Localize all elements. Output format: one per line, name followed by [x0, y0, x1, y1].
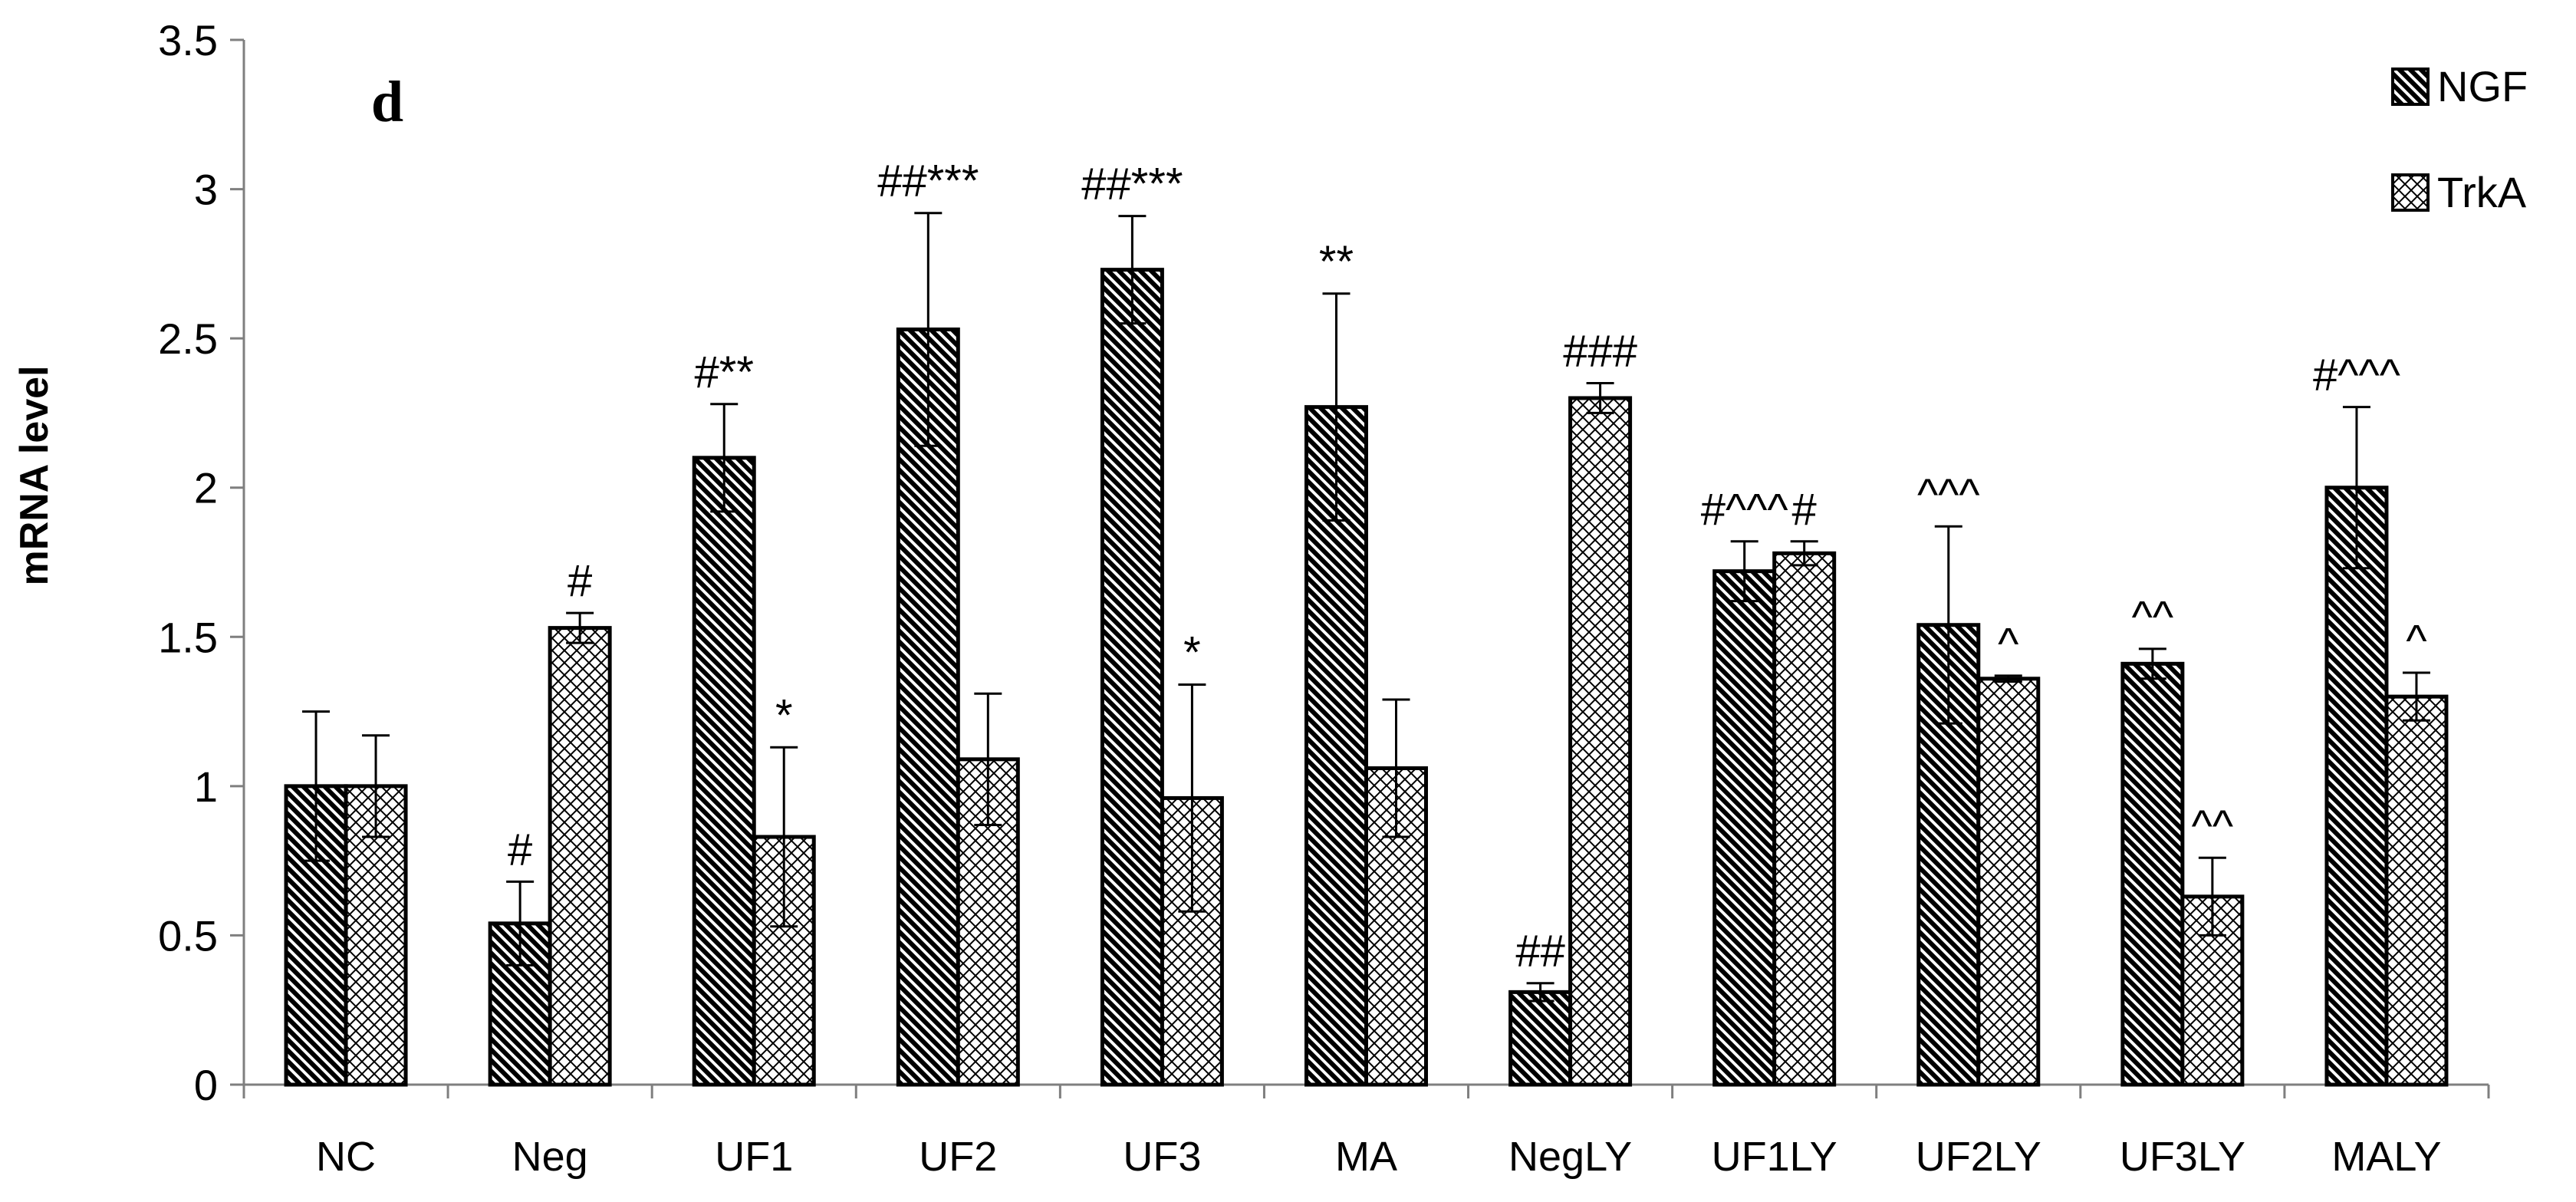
bar-trka	[1772, 551, 1837, 1087]
legend-swatch-ngf	[2391, 68, 2430, 106]
significance-label: ##***	[1081, 160, 1183, 209]
y-tick-label: 0	[194, 1061, 218, 1109]
panel-label: d	[371, 70, 403, 134]
significance-label: ^^	[2192, 801, 2233, 851]
y-tick-label: 1	[194, 762, 218, 811]
y-tick-label: 2.5	[158, 314, 218, 363]
y-tick-label: 3	[194, 166, 218, 214]
bar-trka	[548, 626, 612, 1087]
bar-trka	[1568, 396, 1633, 1087]
legend-label-ngf: NGF	[2437, 62, 2528, 110]
y-tick-label: 0.5	[158, 911, 218, 960]
significance-label: ^^	[2132, 592, 2173, 642]
bar-ngf	[2324, 486, 2389, 1087]
x-tick-label: MALY	[2331, 1134, 2441, 1180]
bar-ngf	[1712, 569, 1777, 1087]
x-tick-label: NC	[316, 1134, 376, 1180]
significance-label: *	[1183, 628, 1201, 678]
bar-ngf	[896, 327, 960, 1087]
x-tick-label: UF3LY	[2120, 1134, 2245, 1180]
x-tick-label: UF1LY	[1712, 1134, 1837, 1180]
y-tick-label: 2	[194, 464, 218, 512]
x-tick-label: NegLY	[1508, 1134, 1632, 1180]
y-axis-label: mRNA level	[12, 365, 57, 585]
significance-label: #	[568, 556, 592, 606]
significance-label: ^^^	[1917, 469, 1980, 519]
x-tick-label: Neg	[512, 1134, 588, 1180]
bar-ngf	[1508, 990, 1573, 1087]
bars-group	[284, 268, 2449, 1087]
significance-label: ^	[1998, 619, 2018, 669]
significance-label: #	[508, 825, 532, 874]
significance-label: ##	[1515, 927, 1565, 976]
bar-trka	[2384, 694, 2449, 1087]
significance-label: #**	[695, 347, 754, 397]
x-tick-label: UF3	[1123, 1134, 1201, 1180]
significance-label: #^^^	[1701, 485, 1788, 535]
y-axis: 0 0.5 1 1.5 2 2.5 3 3.5	[158, 16, 245, 1109]
legend-label-trka: TrkA	[2437, 168, 2527, 216]
x-tick-label: UF2	[919, 1134, 997, 1180]
legend: NGF TrkA	[2391, 62, 2528, 216]
significance-label: ###	[1563, 327, 1637, 377]
x-tick-label: UF1	[715, 1134, 793, 1180]
significance-label: **	[1319, 237, 1354, 287]
error-bars-group	[302, 212, 2430, 1003]
significance-label: ^	[2406, 616, 2426, 666]
bar-trka	[1976, 677, 2041, 1087]
bar-ngf	[1100, 268, 1164, 1087]
significance-label: ##***	[877, 156, 979, 206]
legend-swatch-trka	[2391, 173, 2430, 212]
significance-label: *	[775, 690, 793, 740]
bar-ngf	[692, 456, 756, 1087]
significance-label: #	[1792, 485, 1817, 535]
y-tick-label: 1.5	[158, 613, 218, 661]
x-axis: NC Neg UF1 UF2 UF3 MA NegLY UF1LY UF2LY UF3LY MALY	[242, 1083, 2490, 1180]
bar-ngf	[2120, 661, 2185, 1087]
annotations-group: ##**##*** ##*****###^^^ ^^^^^#^^^#**####^^…	[508, 156, 2427, 976]
x-tick-label: UF2LY	[1916, 1134, 2041, 1180]
y-tick-label: 3.5	[158, 16, 218, 64]
x-tick-label: MA	[1335, 1134, 1397, 1180]
significance-label: #^^^	[2313, 351, 2400, 400]
bar-trka	[1160, 795, 1224, 1087]
